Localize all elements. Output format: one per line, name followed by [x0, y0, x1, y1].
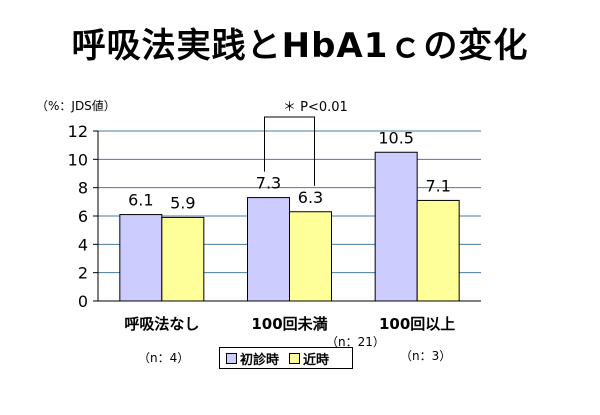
legend-swatch-first-visit [226, 352, 237, 364]
y-tick-label-0: 0 [78, 292, 88, 311]
category-label-2: 100回以上 [379, 315, 455, 333]
legend-label-first-visit: 初診時 [240, 352, 280, 368]
y-tick-label-4: 8 [78, 179, 88, 198]
y-tick-label-3: 6 [78, 207, 88, 226]
legend: 初診時 近時 [219, 347, 353, 369]
data-label-2-0: 10.5 [378, 128, 414, 147]
data-label-1-1: 6.3 [298, 188, 323, 207]
y-tick-label-1: 2 [78, 264, 88, 283]
bar-1-1 [289, 211, 332, 302]
legend-item-first-visit: 初診時 [226, 349, 279, 368]
category-label-0: 呼吸法なし [124, 315, 199, 333]
bar-1-0 [247, 197, 290, 302]
data-label-0-0: 6.1 [128, 191, 153, 210]
sample-size-1: （n：21） [326, 335, 385, 349]
data-label-1-0: 7.3 [256, 174, 281, 193]
significance-label: ＊ P<0.01 [283, 100, 348, 115]
legend-label-recent: 近時 [303, 352, 330, 368]
bar-2-0 [374, 151, 418, 302]
y-tick-label-5: 10 [68, 150, 88, 169]
bar-0-0 [119, 214, 163, 302]
legend-item-recent: 近時 [289, 349, 329, 368]
significance-bracket [264, 116, 315, 186]
sample-size-2: （n：3） [400, 349, 452, 363]
y-axis-unit-label: （%：JDS値） [36, 99, 116, 113]
chart-title: 呼吸法実践とHbA1ｃの変化 [71, 26, 529, 66]
sample-size-0: （n：4） [138, 351, 190, 365]
y-tick-label-6: 12 [68, 122, 88, 141]
bar-0-1 [161, 216, 205, 302]
bar-2-1 [416, 199, 460, 302]
y-tick-label-2: 4 [78, 235, 88, 254]
data-label-2-1: 7.1 [425, 176, 450, 195]
legend-swatch-recent [289, 352, 301, 364]
data-label-0-1: 5.9 [170, 193, 195, 212]
category-label-1: 100回未満 [251, 315, 327, 333]
